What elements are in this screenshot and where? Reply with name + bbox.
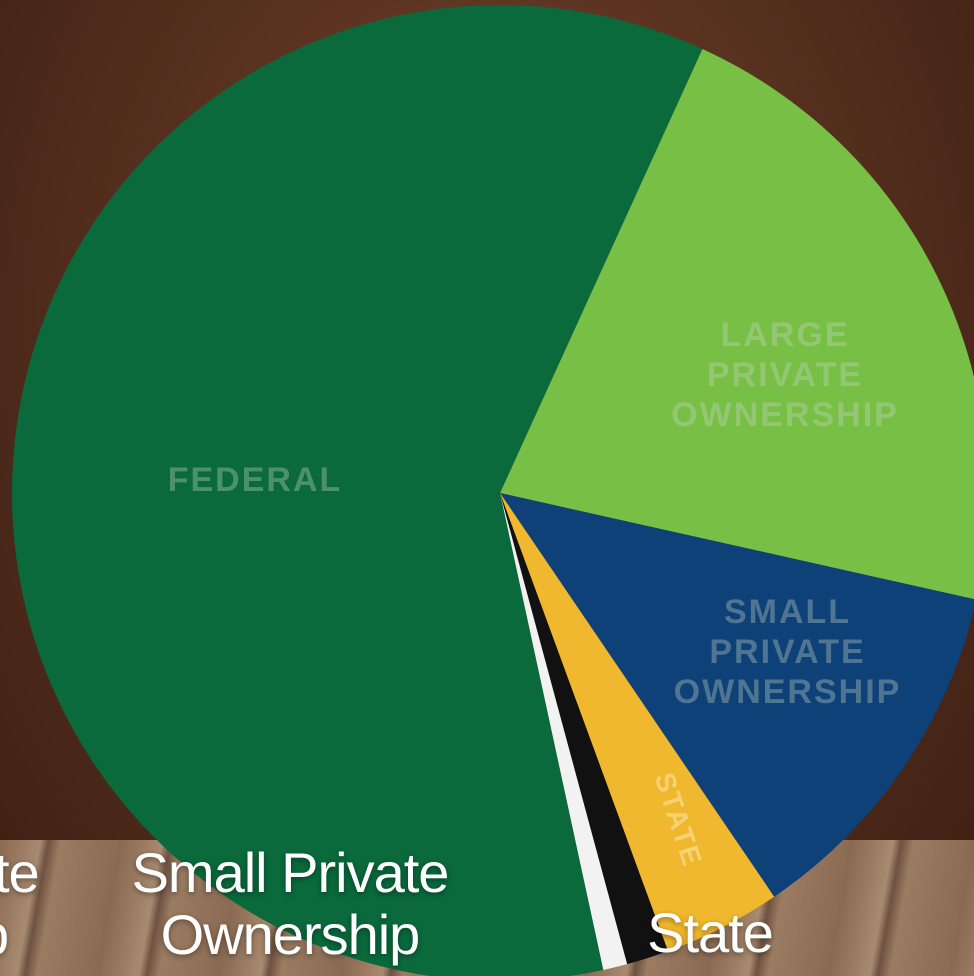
pie-slice <box>500 493 974 897</box>
slice-label: FEDERAL <box>167 461 343 499</box>
slice-label: SMALL PRIVATE OWNERSHIP <box>673 593 902 711</box>
pie-slice <box>500 493 669 965</box>
annotation: te <box>0 841 40 904</box>
annotation: State <box>647 901 774 964</box>
annotation: p <box>0 904 38 966</box>
pie-slice <box>500 493 775 952</box>
annotation: Small Private Ownership <box>131 841 450 966</box>
slice-label: LARGE PRIVATE OWNERSHIP <box>671 316 899 434</box>
pie-slice <box>500 48 974 600</box>
pie-slice <box>12 5 703 976</box>
pie-slice <box>500 493 628 970</box>
